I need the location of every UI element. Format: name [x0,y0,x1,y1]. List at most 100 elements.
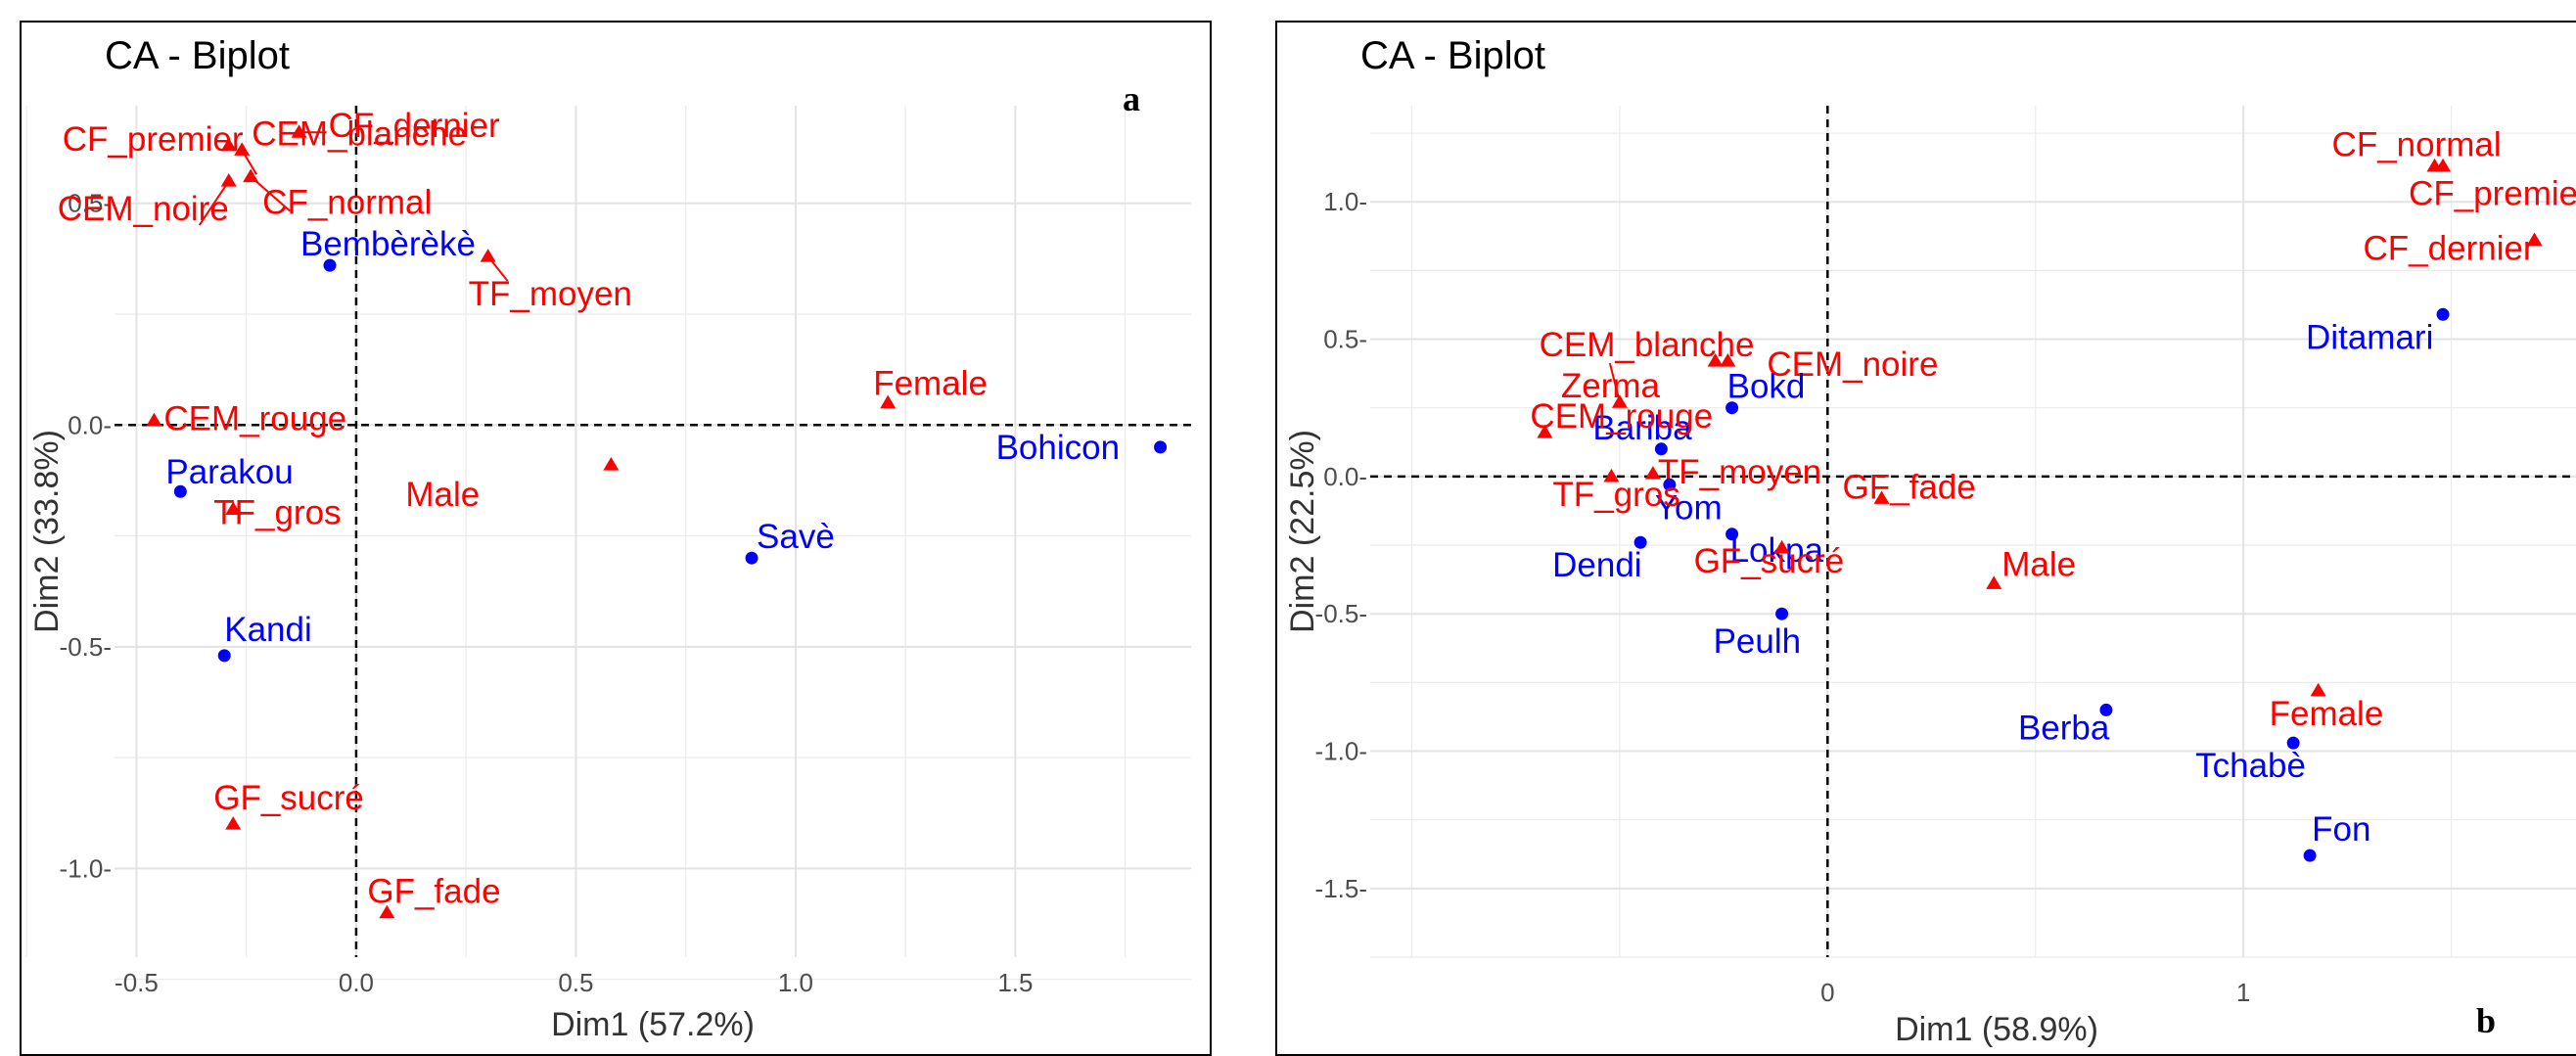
point-label: GF_fade [367,873,500,911]
point-label: Female [2270,695,2384,733]
point-circle-Yom [1663,478,1677,491]
point-triangle-Female [880,394,897,409]
point-label: Kandi [224,611,312,649]
y-tick-label: 0.0- [1323,462,1367,491]
point-label: Tchabè [2195,747,2306,785]
point-circle-Bariba [1654,442,1668,456]
point-label: TF_gros [213,493,341,531]
x-axis-title: Dim1 (58.9%) [1895,1011,2098,1048]
y-tick-label: -1.0- [60,853,112,883]
point-triangle-CEM_rouge [146,412,162,427]
point-circle-Kandi [217,649,231,663]
point-triangle-CEM_blanche [1707,353,1724,367]
point-label: Male [2001,545,2076,583]
y-tick-label: -0.5- [60,632,112,662]
plot-area [1370,106,2576,957]
point-label: CF_dernier [2364,230,2535,268]
point-label: Male [405,476,480,514]
label-leader-line [198,180,230,226]
point-triangle-GF_fade [379,904,395,919]
point-triangle-CEM_noire [220,173,237,187]
point-triangle-CEM_noire [1720,353,1736,367]
point-label: CF_premier [2409,175,2576,213]
point-triangle-Male [1986,575,2002,589]
point-label: TF_moyen [469,275,632,313]
label-leader-line [1608,362,1621,403]
chart-title: CA - Biplot [105,34,290,77]
x-tick-label: 0.0 [339,968,374,997]
point-label: Yom [1655,488,1723,527]
point-triangle-Male [603,457,620,471]
y-tick-label: 0.5- [68,189,112,218]
point-label: Female [873,365,988,403]
point-label: CEM_rouge [1530,397,1713,436]
point-triangle-TF_gros [1603,468,1620,482]
point-circle-Ditamari [2436,307,2450,321]
point-triangle-Zerma [1611,394,1628,408]
chart-panel-a: -0.5 0.0 0.5 1.0 1.5 -1.0- -0.5- 0.0- 0.5- CA - B… [20,21,1212,1056]
point-label: Parakou [165,453,293,491]
point-circle-Parakou [173,484,187,498]
point-circle-Fon [2303,849,2317,862]
x-tick-label: -0.5 [115,968,159,997]
point-label: CEM_rouge [163,400,346,438]
x-tick-label: 1.0 [778,968,813,997]
biplot-a: -0.5 0.0 0.5 1.0 1.5 -1.0- -0.5- 0.0- 0.5- CA - B… [25,34,1191,1043]
point-triangle-GF_fade [1873,490,1890,504]
point-label: Bariba [1592,409,1692,447]
point-label: Dendi [1552,546,1641,584]
point-circle-Bokd [1725,401,1739,415]
y-tick-label: -1.5- [1315,874,1367,903]
point-label: CF_normal [262,184,432,222]
point-label: Bembèrèkè [300,225,476,263]
point-triangle-CF_dernier [291,124,307,138]
point-label: CEM_blanche [1540,326,1755,364]
point-label: Zerma [1561,367,1661,405]
point-label: CF_premier [63,120,244,159]
point-circle-Berba [2099,703,2113,716]
y-tick-label: 1.0- [1323,187,1367,216]
panel-letter: b [2476,1001,2496,1040]
point-triangle-CEM_blanche [234,142,251,156]
point-circle-Bohicon [1154,440,1168,454]
point-triangle-Female [2310,682,2326,697]
chart-panel-b: 0 1 -1.5- -1.0- -0.5- 0.0- 0.5- 1.0- CA - Biplot… [1275,21,2576,1056]
point-circle-Savè [745,551,759,565]
point-label: CEM_blanche [252,115,467,153]
point-circle-Peulh [1775,607,1789,620]
point-label: GF_sucré [1694,542,1845,580]
point-label: Berba [2018,709,2110,747]
point-circle-Lokpa [1725,528,1739,541]
point-label: CEM_noire [58,190,229,228]
point-label: CEM_noire [1767,345,1938,384]
point-triangle-TF_moyen [1644,466,1661,480]
point-label: TF_gros [1552,476,1679,514]
y-tick-label: -0.5- [1315,599,1367,628]
y-tick-label: -1.0- [1315,737,1367,766]
point-triangle-CF_premier [220,137,237,152]
point-triangle-CF_dernier [2526,232,2543,247]
y-axis-title: Dim2 (33.8%) [28,430,66,633]
panel-letter: a [1123,79,1140,118]
point-label: Bohicon [996,429,1120,467]
point-label: Savè [757,518,835,556]
chart-title: CA - Biplot [1360,34,1545,77]
plot-area [115,106,1191,957]
x-tick-label: 1.5 [997,968,1033,997]
point-label: Bokd [1727,368,1806,406]
point-triangle-CF_normal [243,168,259,183]
point-label: TF_moyen [1658,453,1821,491]
y-tick-label: 0.5- [1323,325,1367,354]
x-tick-label: 1 [2236,978,2250,1007]
point-label: Fon [2312,810,2370,849]
point-triangle-TF_gros [225,501,242,515]
point-circle-Tchabè [2286,736,2300,750]
point-label: Peulh [1714,622,1802,661]
point-triangle-GF_sucré [1773,539,1790,554]
point-label: GF_fade [1843,468,1976,506]
x-axis-title: Dim1 (57.2%) [551,1006,755,1043]
point-triangle-TF_moyen [480,249,496,262]
x-tick-label: 0 [1820,978,1834,1007]
point-label: CF_dernier [329,107,500,145]
point-triangle-CEM_rouge [1537,424,1553,438]
